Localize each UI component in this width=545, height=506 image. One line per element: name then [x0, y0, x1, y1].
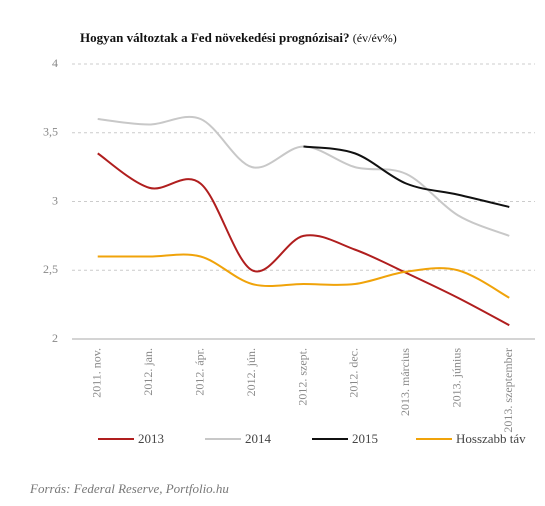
x-tick-label: 2012. dec.	[347, 348, 361, 398]
y-tick-label: 3,5	[43, 125, 58, 139]
legend-label: 2014	[245, 431, 272, 446]
x-tick-label: 2011. nov.	[89, 348, 103, 398]
source: Forrás: Federal Reserve, Portfolio.hu	[29, 481, 229, 496]
chart-title: Hogyan változtak a Fed növekedési prognó…	[80, 30, 397, 45]
x-tick-label: 2012. jan.	[141, 348, 155, 396]
y-tick-label: 2,5	[43, 262, 58, 276]
x-tick-label: 2013. március	[398, 348, 412, 416]
legend-label: 2013	[138, 431, 164, 446]
legend-label: 2015	[352, 431, 378, 446]
x-tick-label: 2012. ápr.	[192, 348, 206, 396]
y-tick-label: 2	[52, 331, 58, 345]
title-main: Hogyan változtak a Fed növekedési prognó…	[80, 30, 350, 45]
legend-label: Hosszabb táv	[456, 431, 526, 446]
series-line	[97, 253, 510, 299]
series-line	[303, 145, 510, 208]
x-tick-label: 2012. jún.	[244, 348, 258, 396]
series-line	[97, 152, 510, 327]
y-tick-label: 3	[52, 193, 58, 207]
x-tick-label: 2013. szeptember	[501, 348, 515, 433]
y-tick-label: 4	[52, 56, 58, 70]
title-unit: (év/év%)	[353, 31, 397, 45]
x-tick-label: 2012. szept.	[295, 348, 309, 406]
x-tick-label: 2013. június	[450, 348, 464, 408]
series-line	[97, 115, 510, 237]
